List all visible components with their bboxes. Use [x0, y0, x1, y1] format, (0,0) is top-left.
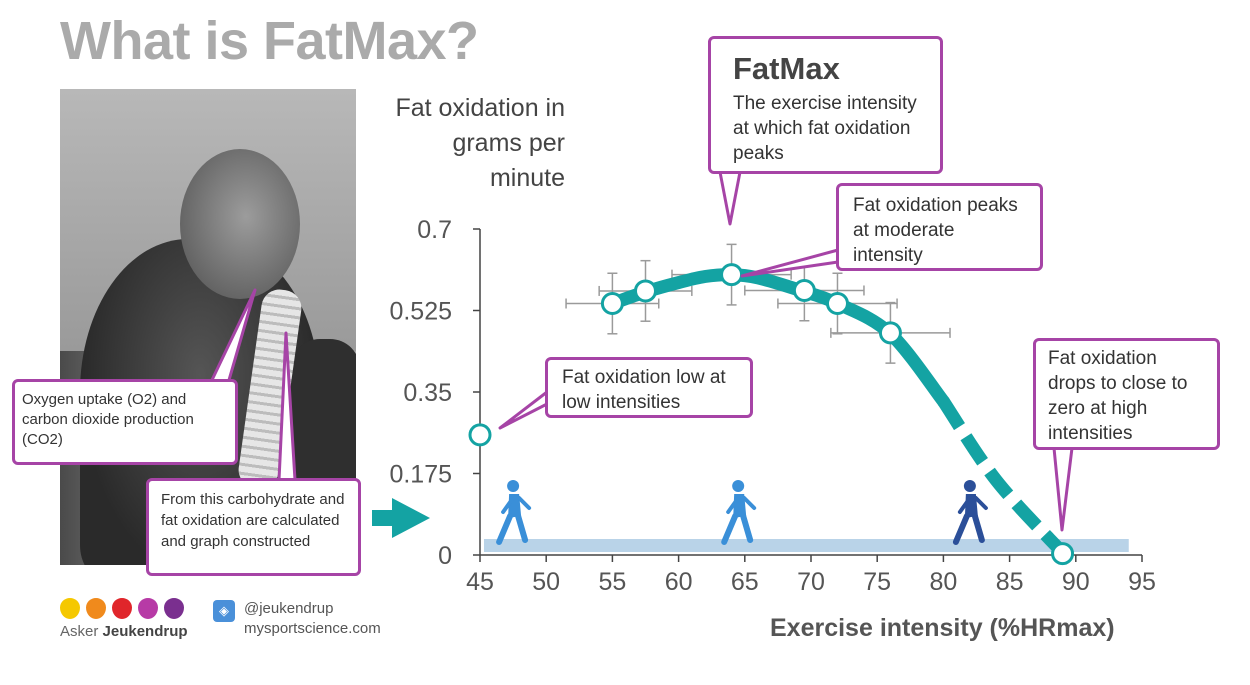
- x-tick-label: 90: [1062, 568, 1090, 596]
- brand-dot-orange: [86, 598, 106, 619]
- x-tick-label: 75: [863, 568, 891, 596]
- pointer-carb: [277, 331, 297, 481]
- runner-arms: [726, 496, 757, 514]
- arrow-right-icon: [372, 498, 430, 538]
- x-tick-label: 65: [731, 568, 759, 596]
- pointer-peak: [740, 248, 839, 278]
- callout-oxygen-uptake: Oxygen uptake (O2) and carbon dioxide pr…: [12, 379, 238, 465]
- callout-fatmax: FatMax The exercise intensity at which f…: [708, 36, 943, 174]
- flow-arrow: [372, 498, 430, 538]
- chart-axes: 0 0.175 0.35 0.525 0.7 45 50 55 60 65 70 75 80 85 90 95: [389, 216, 1155, 596]
- runner-icons: [496, 480, 988, 545]
- website-link[interactable]: mysportscience.com: [244, 620, 381, 637]
- brand-first-name: Asker: [60, 623, 99, 640]
- page-title: What is FatMax?: [60, 11, 479, 71]
- callout-carbohydrate-calc: From this carbohydrate and fat oxidation…: [146, 478, 361, 576]
- callout-peak: Fat oxidation peaks at moderate intensit…: [836, 183, 1043, 271]
- callout-high-intensity: Fat oxidation drops to close to zero at …: [1033, 338, 1220, 450]
- data-point: [634, 279, 657, 303]
- intensity-band-bar: [483, 539, 1129, 552]
- x-tick-label: 85: [996, 568, 1024, 596]
- runner-legs: [496, 513, 529, 545]
- x-tick-label: 60: [665, 568, 693, 596]
- x-tick-label: 55: [598, 568, 626, 596]
- runner-icon: [496, 480, 532, 545]
- runner-icon: [952, 480, 988, 545]
- data-point: [792, 278, 816, 302]
- runner-head: [963, 480, 976, 492]
- fatmax-definition: The exercise intensity at which fat oxid…: [733, 93, 917, 164]
- curve-dashed: [937, 397, 1068, 558]
- callout-pointers: [210, 171, 1074, 532]
- data-point: [1051, 542, 1075, 566]
- x-tick-label: 50: [532, 568, 560, 596]
- runner-head: [732, 480, 745, 492]
- runner-head: [507, 480, 520, 492]
- fatmax-heading: FatMax: [733, 51, 840, 86]
- runner-icon: [721, 480, 757, 545]
- x-tick-label: 45: [466, 568, 494, 596]
- y-tick-label: 0.175: [389, 461, 452, 489]
- brand-dot-red: [112, 598, 132, 619]
- athlete-head: [180, 149, 300, 299]
- pointer-fatmax: [718, 171, 742, 226]
- y-tick-label: 0: [438, 542, 452, 570]
- pointer-low: [498, 390, 548, 430]
- x-tick-label: 95: [1128, 568, 1156, 596]
- runner-arms: [957, 496, 988, 514]
- data-point: [720, 263, 744, 287]
- brand-name: Asker Jeukendrup: [60, 623, 188, 640]
- pointer-oxygen: [210, 288, 257, 381]
- data-points: [468, 263, 1075, 566]
- x-tick-label: 70: [797, 568, 825, 596]
- data-point: [878, 321, 902, 345]
- runner-legs: [952, 513, 985, 545]
- runner-arms: [501, 496, 532, 514]
- twitter-handle[interactable]: @jeukendrup: [244, 600, 334, 617]
- brand-dot-purple: [164, 598, 184, 619]
- brand-dot-yellow: [60, 598, 80, 619]
- callout-low-intensity: Fat oxidation low at low intensities: [545, 357, 753, 418]
- x-axis-label: Exercise intensity (%HRmax): [770, 614, 1115, 642]
- y-tick-label: 0.7: [417, 216, 452, 244]
- y-tick-label: 0.35: [403, 379, 452, 407]
- brand-dot-magenta: [138, 598, 158, 619]
- pointer-drops: [1052, 447, 1074, 532]
- x-tick-label: 80: [929, 568, 957, 596]
- athlete-photo: [60, 89, 356, 565]
- data-point: [600, 292, 624, 316]
- data-point: [468, 423, 492, 447]
- twitter-icon[interactable]: ◈: [213, 600, 235, 622]
- y-axis-label: Fat oxidation in grams per minute: [395, 94, 565, 192]
- brand-last-name: Jeukendrup: [102, 623, 188, 640]
- y-tick-label: 0.525: [389, 298, 452, 326]
- intensity-band: [483, 539, 1129, 552]
- runner-legs: [721, 513, 754, 545]
- data-point: [825, 292, 849, 316]
